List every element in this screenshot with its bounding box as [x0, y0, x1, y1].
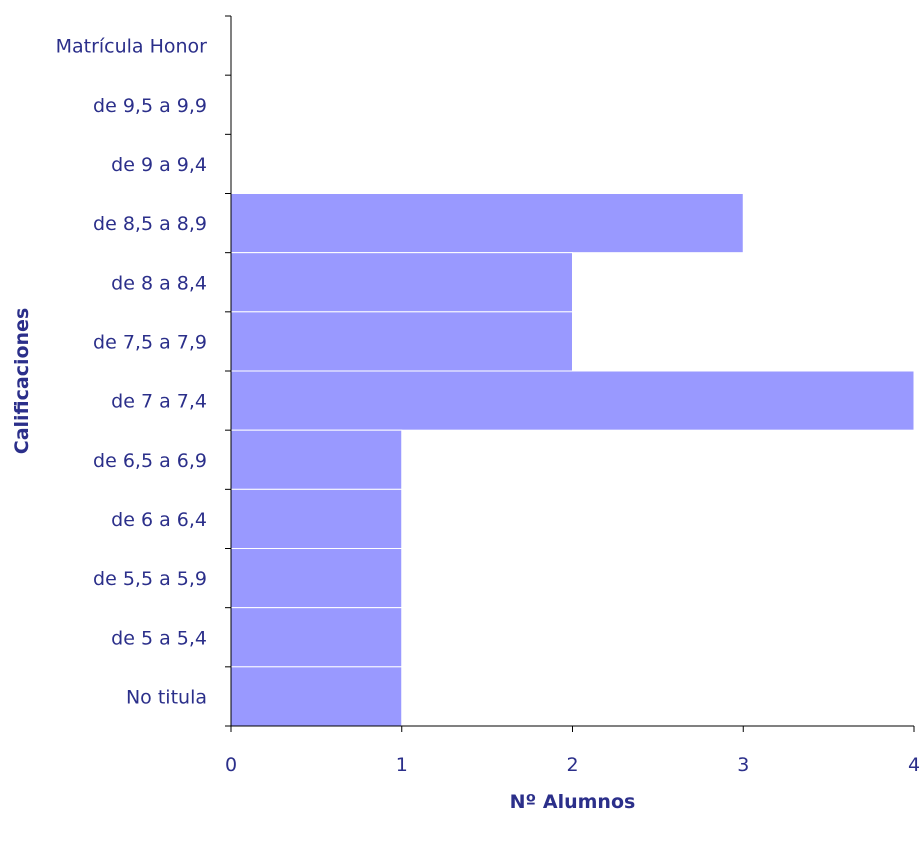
bar [230, 311, 573, 372]
bar [230, 252, 573, 313]
category-label: de 7 a 7,4 [111, 391, 207, 413]
bar [230, 193, 744, 254]
category-label: de 9 a 9,4 [111, 154, 207, 176]
category-label: de 5,5 a 5,9 [93, 568, 207, 590]
x-tick-label: 0 [225, 754, 237, 776]
x-axis-title: Nº Alumnos [510, 791, 636, 813]
category-label: de 8,5 a 8,9 [93, 213, 207, 235]
bar [230, 488, 403, 550]
x-tick-label: 3 [737, 754, 749, 776]
ticks-layer [225, 15, 915, 732]
y-axis-title: Calificaciones [11, 308, 33, 455]
category-label: de 9,5 a 9,9 [93, 95, 207, 117]
category-label: de 5 a 5,4 [111, 627, 207, 649]
labels-layer: Matrícula Honor de 9,5 a 9,9 de 9 a 9,4 de … [56, 36, 920, 776]
x-tick-label: 2 [566, 754, 578, 776]
bar [230, 370, 915, 431]
category-label: Matrícula Honor [56, 36, 208, 58]
bar [230, 548, 403, 609]
bars-layer [230, 193, 915, 727]
x-tick-label: 4 [908, 754, 920, 776]
category-label: de 7,5 a 7,9 [93, 331, 207, 353]
category-label: de 8 a 8,4 [111, 272, 207, 294]
bar [230, 666, 403, 727]
bar [230, 607, 403, 668]
category-label: de 6,5 a 6,9 [93, 450, 207, 472]
x-tick-label: 1 [396, 754, 408, 776]
category-label: de 6 a 6,4 [111, 509, 207, 531]
category-label: No titula [126, 686, 207, 708]
bar [230, 429, 403, 490]
